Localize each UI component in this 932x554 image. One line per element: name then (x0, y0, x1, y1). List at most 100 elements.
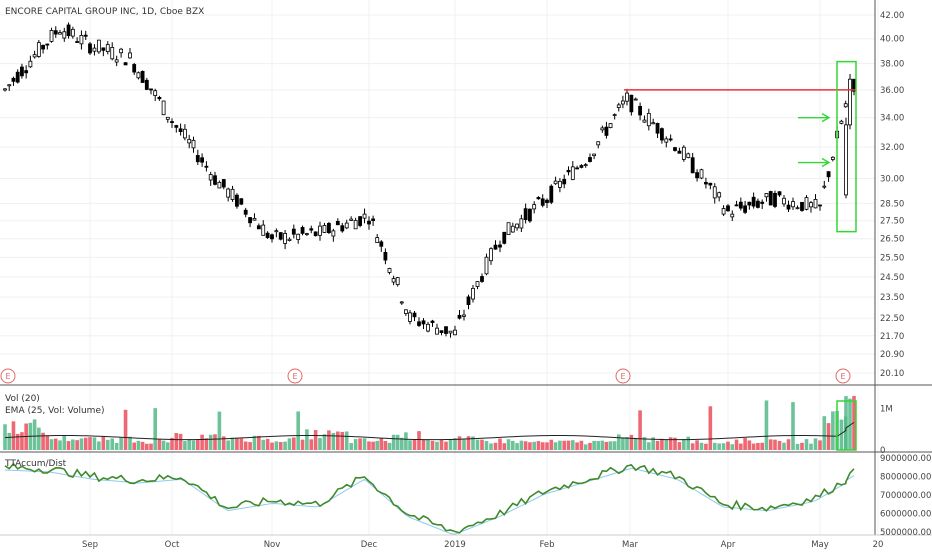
candle-body (549, 185, 554, 203)
candle-body (612, 114, 617, 116)
candle-body (170, 121, 174, 124)
volume-bar (379, 438, 384, 450)
candle-body (248, 217, 252, 224)
volume-bar (721, 443, 726, 450)
candle-body (20, 66, 24, 77)
candle-body (519, 218, 524, 229)
earnings-marker (835, 368, 851, 384)
candle-body (747, 201, 752, 206)
accum-tick-label: 7000000.00 (880, 491, 931, 501)
volume-bar (768, 439, 773, 450)
volume-bar (690, 443, 695, 450)
price-tick-label: 40.00 (880, 35, 904, 45)
volume-bar (265, 438, 270, 450)
candle-body (136, 72, 141, 79)
candle-body (322, 225, 327, 233)
volume-bar (230, 437, 235, 450)
volume-bar (213, 434, 217, 450)
candle-body (562, 178, 567, 185)
volume-bar (105, 439, 110, 450)
volume-bar (660, 438, 664, 450)
candle-body (604, 126, 609, 136)
candle-body (773, 192, 777, 207)
candle-body (791, 201, 795, 208)
candle-body (204, 165, 209, 168)
volume-bar (600, 440, 605, 450)
volume-bar (651, 437, 655, 450)
candle-body (265, 232, 270, 238)
candle-body (305, 233, 309, 235)
volume-bar (493, 442, 498, 450)
volume-bar (848, 398, 852, 450)
candle-body (493, 244, 498, 250)
candle-body (41, 44, 45, 50)
candle-body (475, 281, 480, 287)
volume-bar (283, 441, 287, 450)
volume-bar (318, 438, 322, 450)
candle-body (566, 169, 571, 173)
candle-body (110, 47, 115, 60)
candle-body (633, 98, 638, 101)
volume-bar (519, 440, 524, 450)
candle-body (395, 277, 400, 285)
volume-bar (387, 442, 392, 450)
volume-bar (45, 435, 50, 450)
price-tick-label: 20.90 (880, 350, 904, 360)
volume-bar (153, 408, 157, 450)
candle-body (430, 320, 435, 323)
volume-bar (795, 443, 800, 450)
volume-bar (549, 439, 554, 450)
accum-dist-line (4, 462, 855, 534)
volume-bar (430, 440, 435, 450)
volume-bar (791, 402, 795, 450)
candle-body (453, 329, 457, 336)
candle-body (226, 188, 231, 198)
candle-body (96, 39, 101, 53)
volume-bar (625, 437, 629, 450)
candle-body (664, 138, 669, 143)
candle-body (484, 256, 489, 275)
candle-body (690, 157, 695, 174)
candle-body (270, 234, 274, 240)
candle-body (848, 78, 852, 126)
volume-bar (313, 430, 318, 450)
candle-body (191, 139, 196, 149)
candle-body (375, 237, 380, 243)
volume-bar (553, 442, 558, 450)
candle-body (92, 47, 97, 52)
volume-bar (101, 436, 106, 450)
candle-body (677, 150, 682, 154)
candle-body (79, 35, 84, 45)
volume-bar (49, 439, 54, 450)
candle-body (208, 174, 213, 181)
candle-body (695, 172, 699, 179)
candle-body (70, 28, 75, 37)
volume-bar (664, 440, 669, 450)
volume-bar (751, 443, 756, 450)
volume-bar (756, 442, 760, 450)
volume-bar (408, 440, 412, 450)
volume-bar (243, 441, 248, 450)
candle-body (457, 314, 462, 319)
earnings-marker (287, 368, 303, 384)
candle-body (726, 205, 730, 212)
candle-body (32, 54, 37, 58)
candle-body (383, 251, 388, 261)
volume-bar (261, 439, 266, 450)
candle-body (140, 70, 145, 83)
candle-body (53, 30, 58, 35)
volume-bar (571, 440, 575, 450)
volume-bar (412, 439, 417, 450)
candle-body (178, 128, 183, 132)
volume-bar (349, 443, 353, 450)
volume-bar (287, 438, 292, 450)
volume-bar (62, 435, 67, 450)
candle-body (278, 232, 283, 240)
volume-bar (53, 438, 58, 450)
candle-body (592, 153, 597, 157)
price-tick-label: 23.50 (880, 293, 904, 303)
candle-body (646, 112, 651, 127)
volume-bar (400, 437, 404, 450)
volume-bar (612, 441, 617, 450)
